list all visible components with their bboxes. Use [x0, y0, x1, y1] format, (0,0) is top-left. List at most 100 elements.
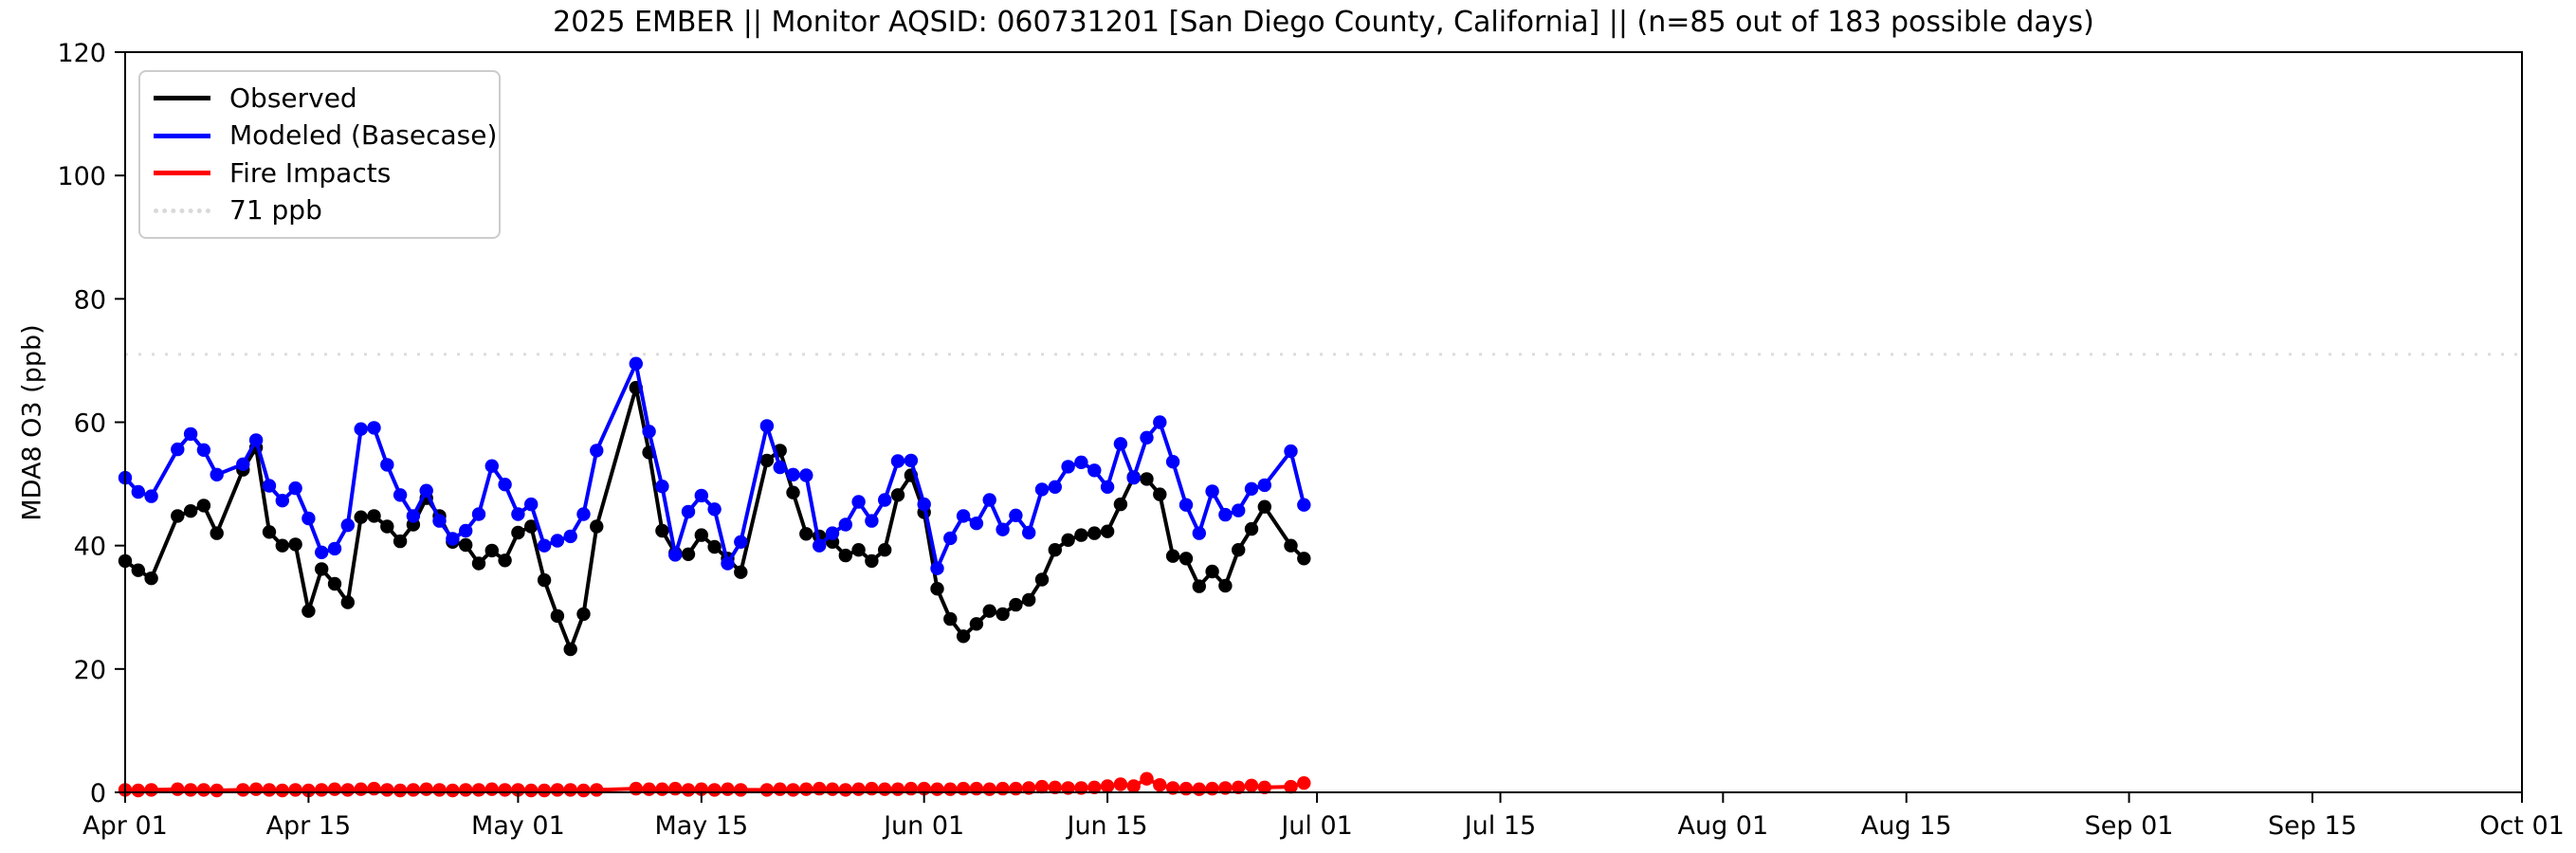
data-point [446, 532, 460, 546]
data-point [183, 426, 198, 442]
data-point [642, 425, 656, 439]
data-point [1087, 463, 1102, 478]
data-point [707, 783, 722, 797]
data-point [838, 548, 852, 563]
data-point [315, 783, 329, 797]
data-point [1048, 780, 1063, 794]
data-point [851, 782, 866, 796]
y-tick-label: 0 [90, 779, 106, 808]
data-point [694, 528, 708, 542]
data-point [1257, 478, 1272, 493]
data-point [1178, 552, 1194, 566]
data-point [759, 419, 775, 433]
legend-label: Observed [229, 82, 357, 114]
data-point [943, 611, 958, 626]
data-point [1192, 782, 1207, 796]
data-point [851, 543, 866, 557]
data-point [759, 453, 775, 468]
data-point [288, 537, 302, 552]
data-point [1153, 487, 1167, 501]
data-point [1232, 503, 1246, 517]
data-point [1074, 455, 1088, 469]
data-point [878, 493, 892, 507]
x-tick-label: Sep 01 [2085, 811, 2174, 841]
y-axis-label: MDA8 O3 (ppb) [17, 324, 47, 521]
series-line-modeled-basecase- [123, 361, 1306, 571]
data-point [262, 783, 277, 797]
y-tick-label: 20 [74, 656, 106, 685]
data-point [1297, 552, 1311, 566]
data-point [969, 781, 984, 796]
data-point [1034, 572, 1050, 587]
data-point [288, 481, 302, 496]
data-point [144, 783, 158, 797]
data-point [327, 576, 342, 591]
data-point [459, 783, 473, 797]
data-point [1034, 779, 1050, 794]
data-point [865, 514, 879, 528]
data-point [668, 781, 683, 796]
data-point [1022, 525, 1036, 540]
data-point [367, 509, 381, 523]
data-point [550, 608, 565, 624]
data-point [996, 781, 1010, 796]
data-point [1113, 437, 1128, 451]
data-point [904, 453, 919, 468]
data-point [511, 525, 525, 540]
data-point [524, 519, 539, 534]
data-point [550, 783, 565, 797]
data-point [563, 783, 577, 797]
data-point [1140, 771, 1154, 786]
data-point [734, 783, 748, 797]
data-point [878, 782, 892, 796]
data-point [275, 538, 289, 553]
data-point [563, 642, 577, 657]
data-point [721, 782, 735, 796]
data-point [1218, 578, 1233, 593]
data-point [629, 781, 643, 796]
data-point [1009, 597, 1023, 612]
y-tick-label: 60 [74, 409, 106, 439]
data-point [655, 480, 669, 494]
data-point [1297, 498, 1311, 512]
data-point [996, 607, 1010, 622]
legend-item-fire-impacts: Fire Impacts [146, 158, 493, 188]
data-point [196, 443, 211, 457]
y-tick-label: 80 [74, 285, 106, 315]
data-point [642, 782, 656, 796]
data-point [459, 537, 473, 553]
data-point [354, 782, 368, 796]
data-point [1284, 779, 1298, 794]
data-point [734, 535, 748, 549]
data-point [707, 502, 722, 517]
data-point [432, 783, 447, 797]
data-point [904, 781, 919, 796]
data-point [327, 782, 342, 796]
data-point [393, 783, 408, 798]
legend-item-modeled: Modeled (Basecase) [146, 121, 497, 150]
data-point [1113, 777, 1128, 791]
data-point [813, 538, 827, 553]
data-point [799, 527, 813, 541]
data-point [890, 488, 905, 502]
data-point [707, 539, 722, 554]
data-point [943, 531, 958, 546]
x-tick-label: Sep 15 [2268, 811, 2357, 841]
data-point [446, 783, 460, 798]
data-point [1113, 497, 1128, 512]
data-point [498, 783, 512, 797]
data-point [1178, 498, 1194, 512]
y-tick-label: 120 [57, 39, 106, 68]
data-point [982, 604, 996, 618]
data-point [340, 783, 355, 797]
data-point [327, 541, 342, 556]
data-point [1232, 543, 1246, 557]
data-point [773, 782, 787, 796]
data-point [1165, 455, 1180, 469]
data-point [236, 457, 250, 471]
data-point [183, 783, 198, 797]
x-tick-label: Jun 15 [1065, 811, 1147, 841]
data-point [1257, 780, 1272, 794]
data-point [1165, 549, 1180, 563]
